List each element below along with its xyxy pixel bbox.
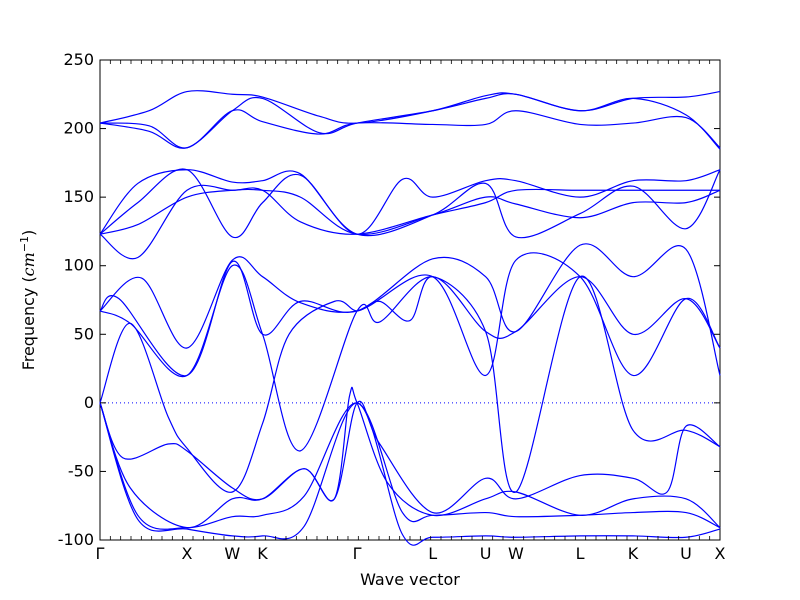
dispersion-branch-9 <box>99 243 721 377</box>
y-tick-label: 100 <box>63 256 94 275</box>
x-tick-label: L <box>428 544 437 563</box>
y-tick-label: -50 <box>68 461 94 480</box>
y-axis-title-suffix: ) <box>19 230 38 236</box>
dispersion-branch-7 <box>99 188 721 236</box>
y-axis-title-exponent: −1 <box>18 236 31 252</box>
x-tick-label: K <box>628 544 639 563</box>
y-tick-label: -100 <box>58 530 94 549</box>
y-axis-title-prefix: Frequency ( <box>19 276 38 370</box>
dispersion-branch-10 <box>99 264 721 452</box>
y-tick-label: 50 <box>74 324 94 343</box>
x-tick-label: W <box>224 544 240 563</box>
x-tick-label: X <box>715 544 726 563</box>
dispersion-branch-14 <box>99 402 721 530</box>
dispersion-branch-15 <box>99 402 721 546</box>
y-tick-label: 0 <box>84 393 94 412</box>
series-layer <box>99 90 721 546</box>
y-tick-label: 200 <box>63 119 94 138</box>
x-tick-label: Γ <box>353 544 362 563</box>
x-axis-title: Wave vector <box>360 570 460 589</box>
y-axis-title-unit: cm <box>19 252 38 276</box>
dispersion-branch-5 <box>99 168 721 239</box>
x-tick-label: L <box>576 544 585 563</box>
dispersion-branch-4 <box>99 169 721 235</box>
x-tick-label: Γ <box>96 544 105 563</box>
x-tick-label: U <box>680 544 692 563</box>
dispersion-branch-3 <box>99 109 721 149</box>
x-tick-label: U <box>480 544 492 563</box>
y-tick-label: 250 <box>63 50 94 69</box>
dispersion-branch-1 <box>99 90 721 124</box>
x-tick-label: X <box>181 544 192 563</box>
x-tick-label: K <box>257 544 268 563</box>
y-axis-title: Frequency (cm−1) <box>18 230 38 371</box>
x-tick-label: W <box>508 544 524 563</box>
dispersion-branch-11 <box>99 276 721 493</box>
dispersion-branch-6 <box>99 184 720 260</box>
y-tick-label: 150 <box>63 187 94 206</box>
